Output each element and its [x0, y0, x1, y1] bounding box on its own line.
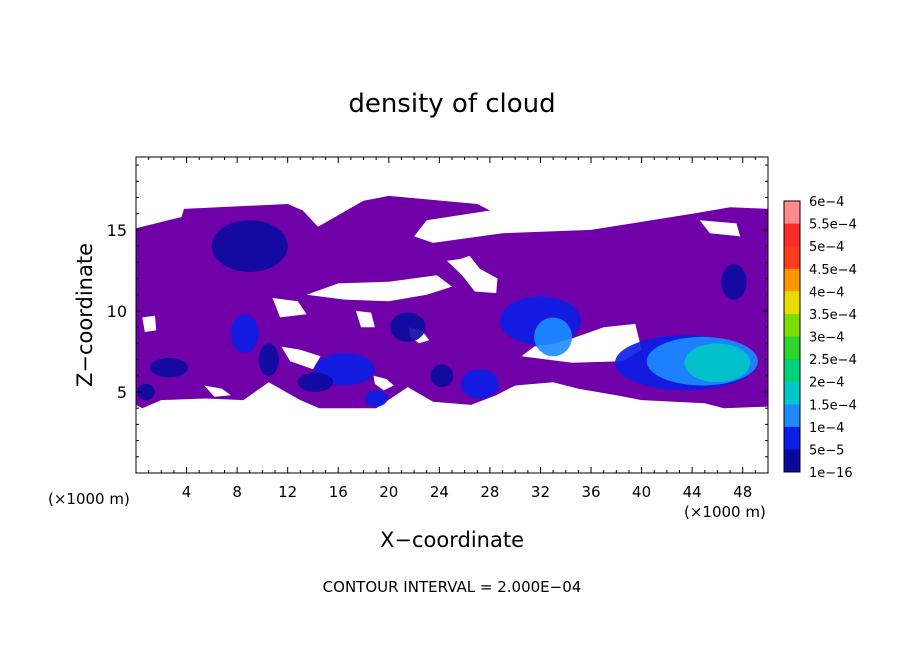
x-tick-label-12: 12 — [278, 483, 297, 501]
colorbar-label-10: 1e−4 — [809, 421, 844, 436]
x-tick-label-44: 44 — [683, 483, 702, 501]
x-tick-label-36: 36 — [581, 483, 600, 501]
clear-air-region-4 — [355, 310, 375, 328]
y-axis: 5 10 15 — [107, 164, 768, 458]
clear-air-region-1 — [306, 275, 452, 302]
colorbar-swatch-6 — [784, 336, 800, 360]
density-contour-0 — [211, 220, 288, 272]
colorbar-swatch-0 — [784, 201, 800, 225]
density-contour-4 — [297, 372, 334, 392]
colorbar: 6e−4 5.5e−4 5e−4 4.5e−4 4e−4 3.5e−4 3e−4 2.5e−4… — [783, 195, 857, 481]
x-tick-label-16: 16 — [329, 483, 348, 501]
x-tick-label-48: 48 — [733, 483, 752, 501]
colorbar-label-12: 1e−16 — [809, 466, 853, 481]
density-contour-9 — [149, 358, 188, 378]
clear-air-region-5 — [142, 315, 157, 332]
density-contour-10 — [137, 383, 155, 401]
colorbar-label-3: 4.5e−4 — [809, 263, 857, 278]
clear-air-region-11 — [204, 385, 231, 397]
clear-air-region-8 — [373, 375, 394, 391]
clear-air-region-10 — [699, 220, 741, 237]
colorbar-label-4: 4e−4 — [809, 285, 844, 300]
colorbar-label-8: 2e−4 — [809, 376, 844, 391]
x-tick-label-32: 32 — [531, 483, 550, 501]
density-contour-6 — [390, 312, 426, 342]
colorbar-label-5: 3.5e−4 — [809, 308, 857, 323]
colorbar-swatch-4 — [784, 291, 800, 315]
chart-title: density of cloud — [348, 89, 555, 119]
colorbar-swatch-2 — [784, 246, 800, 270]
colorbar-swatch-11 — [784, 449, 800, 473]
density-contour-13 — [721, 264, 747, 300]
x-tick-label-28: 28 — [480, 483, 499, 501]
colorbar-label-9: 1.5e−4 — [809, 398, 857, 413]
x-axis: 4 8 12 16 20 24 28 32 36 40 44 48 — [148, 157, 756, 501]
y-tick-label-15: 15 — [107, 221, 127, 240]
x-tick-label-24: 24 — [430, 483, 449, 501]
colorbar-label-7: 2.5e−4 — [809, 353, 857, 368]
contour-interval-footer: CONTOUR INTERVAL = 2.000E−04 — [323, 578, 582, 596]
colorbar-swatch-3 — [784, 268, 800, 292]
colorbar-label-11: 5e−5 — [809, 443, 844, 458]
colorbar-label-1: 5.5e−4 — [809, 218, 857, 233]
x-axis-label: X−coordinate — [380, 528, 524, 552]
y-tick-label-10: 10 — [107, 302, 127, 321]
x-tick-label-4: 4 — [182, 483, 192, 501]
x-unit-label-right: (×1000 m) — [684, 503, 766, 521]
density-contour-8 — [460, 369, 499, 399]
colorbar-frame — [783, 200, 801, 473]
colorbar-swatch-9 — [784, 404, 800, 428]
x-tick-label-40: 40 — [632, 483, 651, 501]
y-axis-label: Z−coordinate — [73, 243, 97, 387]
colorbar-swatch-8 — [784, 381, 800, 405]
density-contour-16 — [684, 343, 751, 383]
colorbar-label-6: 3e−4 — [809, 331, 844, 346]
clear-air-region-2 — [446, 255, 498, 294]
x-tick-label-8: 8 — [232, 483, 242, 501]
density-contour-2 — [258, 343, 279, 376]
density-contour-5 — [364, 390, 388, 407]
density-contour-7 — [430, 364, 454, 388]
colorbar-swatch-5 — [784, 313, 800, 337]
colorbar-swatch-10 — [784, 426, 800, 450]
y-tick-label-5: 5 — [117, 383, 127, 402]
clear-air-region-3 — [272, 298, 307, 318]
density-contour-12 — [534, 317, 573, 357]
clear-air-region-7 — [281, 346, 321, 370]
x-tick-label-20: 20 — [379, 483, 398, 501]
colorbar-swatch-7 — [784, 359, 800, 383]
colorbar-label-0: 6e−4 — [809, 195, 844, 210]
x-unit-label-left: (×1000 m) — [48, 490, 130, 508]
colorbar-label-2: 5e−4 — [809, 240, 844, 255]
density-contour-1 — [230, 314, 259, 353]
plot-area — [136, 195, 768, 409]
colorbar-swatch-1 — [784, 223, 800, 247]
